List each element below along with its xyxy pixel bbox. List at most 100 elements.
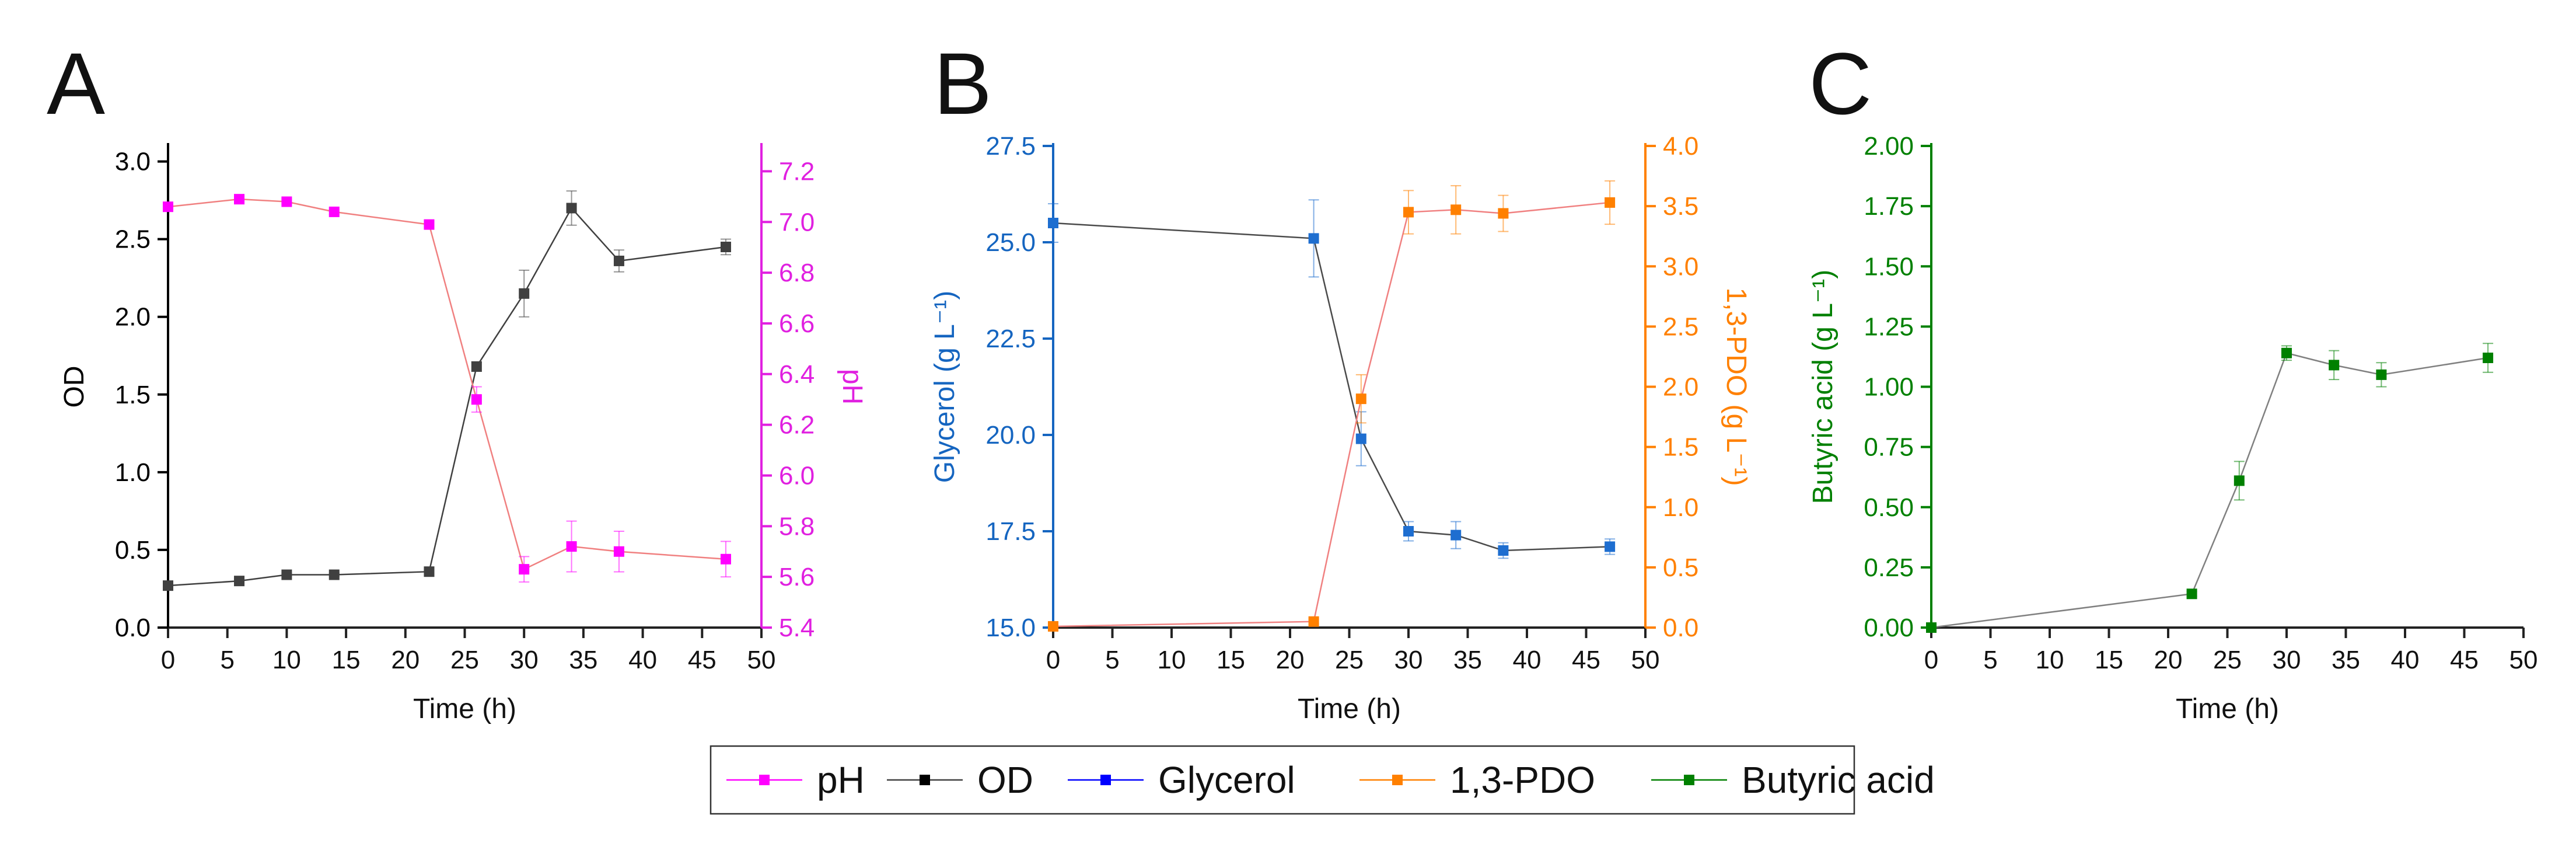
data-point-od bbox=[471, 361, 482, 372]
data-point-od bbox=[163, 580, 173, 591]
x-tick-label: 25 bbox=[1335, 646, 1364, 674]
data-point-glycerol bbox=[1498, 545, 1509, 556]
left-tick-label: 0.75 bbox=[1864, 433, 1914, 462]
x-tick-label: 15 bbox=[332, 646, 361, 674]
x-tick-label: 40 bbox=[628, 646, 657, 674]
right-tick-label: 5.4 bbox=[779, 614, 815, 642]
data-point-butyric-acid bbox=[2376, 369, 2387, 380]
x-tick-label: 20 bbox=[1276, 646, 1305, 674]
right-tick-label: 2.0 bbox=[1663, 373, 1698, 402]
x-tick-label: 5 bbox=[1105, 646, 1119, 674]
x-tick-label: 10 bbox=[1158, 646, 1186, 674]
chart-panel-a: A 0 5 10 15 20 25 30 35 40 45 50 Time (h) 0.0 0.5 1.0 1.… bbox=[47, 34, 868, 724]
right-tick-label: 6.2 bbox=[779, 411, 815, 440]
x-tick-label: 15 bbox=[1217, 646, 1245, 674]
left-tick-label: 2.0 bbox=[115, 303, 151, 332]
data-point-od bbox=[566, 203, 577, 214]
right-tick-label: 0.0 bbox=[1663, 614, 1698, 642]
data-point-glycerol bbox=[1450, 530, 1462, 541]
x-tick-label: 25 bbox=[2213, 646, 2242, 674]
right-axis-label: 1,3-PDO (g L⁻¹) bbox=[1721, 287, 1752, 486]
data-point-butyric-acid bbox=[2329, 360, 2340, 371]
data-point-1-3-pdo bbox=[1498, 208, 1509, 219]
left-tick-label: 25.0 bbox=[985, 228, 1036, 257]
left-tick-label: 0.0 bbox=[115, 614, 151, 642]
data-point-od bbox=[720, 241, 731, 252]
x-tick-label: 35 bbox=[2332, 646, 2360, 674]
x-tick-label: 25 bbox=[450, 646, 479, 674]
x-tick-label: 45 bbox=[688, 646, 716, 674]
data-point-ph bbox=[720, 553, 731, 565]
data-point-ph bbox=[566, 541, 577, 552]
series-line-od bbox=[167, 207, 726, 587]
right-tick-label: 5.6 bbox=[779, 563, 815, 591]
x-tick-label: 50 bbox=[747, 646, 776, 674]
legend-marker-1-3-pdo bbox=[1392, 775, 1403, 785]
right-tick-label: 1.5 bbox=[1663, 433, 1698, 462]
x-tick-label: 35 bbox=[1453, 646, 1482, 674]
legend: pH OD Glycerol 1,3-PDO Butyric acid bbox=[709, 745, 1935, 815]
data-point-glycerol bbox=[1403, 526, 1414, 537]
x-tick-label: 40 bbox=[2391, 646, 2420, 674]
right-tick-label: 4.0 bbox=[1663, 132, 1698, 161]
x-tick-label: 45 bbox=[1572, 646, 1600, 674]
data-point-glycerol bbox=[1308, 233, 1319, 244]
left-tick-label: 3.0 bbox=[115, 148, 151, 176]
left-tick-label: 1.0 bbox=[115, 458, 151, 487]
data-point-ph bbox=[471, 394, 482, 405]
legend-label-glycerol: Glycerol bbox=[1158, 759, 1295, 801]
data-point-ph bbox=[163, 201, 173, 213]
data-point-glycerol bbox=[1605, 541, 1616, 552]
left-tick-label: 0.50 bbox=[1864, 493, 1914, 522]
left-tick-label: 17.5 bbox=[985, 517, 1036, 546]
data-point-1-3-pdo bbox=[1308, 616, 1319, 627]
data-point-1-3-pdo bbox=[1355, 393, 1366, 405]
data-point-1-3-pdo bbox=[1450, 204, 1462, 215]
right-tick-label: 5.8 bbox=[779, 512, 815, 541]
left-tick-label: 27.5 bbox=[985, 132, 1036, 161]
left-tick-label: 0.25 bbox=[1864, 553, 1914, 582]
series-line-1-3-pdo bbox=[1053, 201, 1610, 628]
series-line-glycerol bbox=[1053, 222, 1610, 552]
left-tick-label: 2.5 bbox=[115, 225, 151, 254]
left-axis-label: Butyric acid (g L⁻¹) bbox=[1808, 270, 1838, 504]
left-tick-label: 20.0 bbox=[985, 421, 1036, 450]
data-point-butyric-acid bbox=[2234, 475, 2245, 486]
right-tick-label: 2.5 bbox=[1663, 312, 1698, 341]
right-tick-label: 3.0 bbox=[1663, 252, 1698, 281]
data-point-glycerol bbox=[1355, 433, 1366, 444]
data-point-butyric-acid bbox=[2281, 347, 2292, 358]
data-point-od bbox=[234, 576, 245, 587]
left-axis-label: Glycerol (g L⁻¹) bbox=[929, 291, 960, 483]
x-tick-label: 45 bbox=[2450, 646, 2479, 674]
x-axis-label: Time (h) bbox=[2176, 694, 2279, 724]
data-point-od bbox=[613, 255, 624, 266]
right-tick-label: 6.0 bbox=[779, 461, 815, 490]
right-tick-label: 1.0 bbox=[1663, 493, 1698, 522]
x-tick-label: 30 bbox=[1394, 646, 1423, 674]
data-point-od bbox=[519, 288, 530, 299]
data-point-od bbox=[281, 569, 292, 580]
legend-label-ph: pH bbox=[817, 759, 865, 801]
x-tick-label: 50 bbox=[1631, 646, 1660, 674]
series-line-butyric-acid bbox=[1931, 352, 2488, 629]
legend-marker-od bbox=[920, 775, 930, 785]
chart-panel-c: C 0 5 10 15 20 25 30 35 40 45 50 Time (h) 0.00 0.25 0.5… bbox=[1808, 34, 2537, 724]
left-tick-label: 2.00 bbox=[1864, 132, 1914, 161]
panel-letter: C bbox=[1809, 34, 1872, 133]
x-tick-label: 10 bbox=[272, 646, 301, 674]
right-tick-label: 6.4 bbox=[779, 360, 815, 389]
x-tick-label: 20 bbox=[2154, 646, 2183, 674]
legend-label-1-3-pdo: 1,3-PDO bbox=[1450, 759, 1595, 801]
x-axis-label: Time (h) bbox=[1298, 694, 1401, 724]
legend-marker-ph bbox=[759, 775, 770, 785]
right-tick-label: 0.5 bbox=[1663, 553, 1698, 582]
panel-letter: B bbox=[934, 34, 992, 133]
chart-panel-b: B 0 5 10 15 20 25 30 35 40 45 50 Time (h) 15.0 17.5 20.… bbox=[929, 34, 1752, 724]
x-tick-label: 30 bbox=[510, 646, 539, 674]
x-tick-label: 20 bbox=[391, 646, 420, 674]
data-point-ph bbox=[613, 546, 624, 557]
left-axis-label: OD bbox=[59, 366, 90, 408]
